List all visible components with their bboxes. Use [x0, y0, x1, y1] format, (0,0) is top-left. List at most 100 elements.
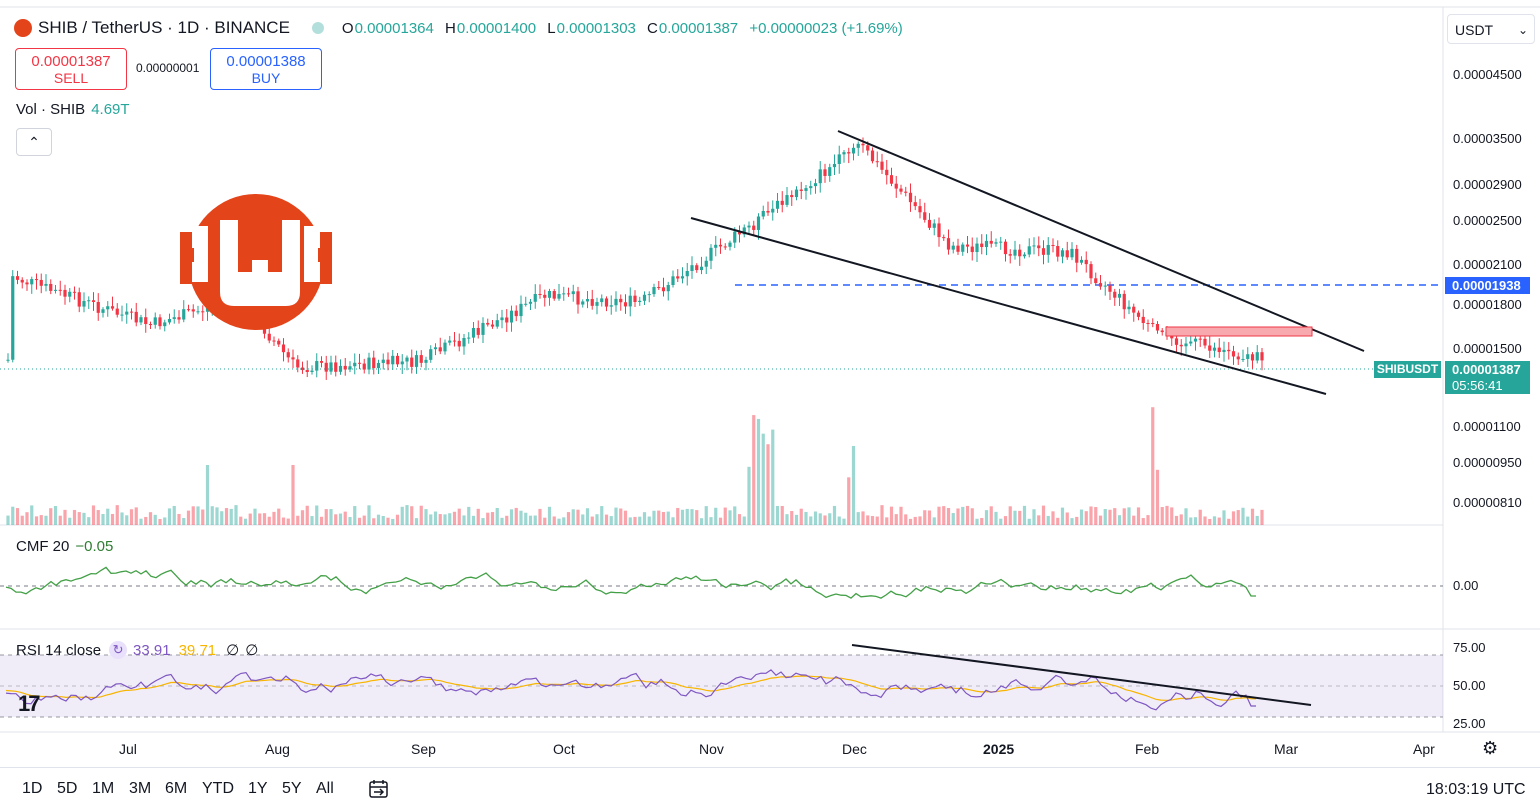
candle-body	[467, 337, 471, 339]
candle-body	[1146, 322, 1150, 324]
volume-bar	[391, 518, 395, 525]
volume-bar	[243, 518, 248, 525]
buy-button[interactable]: 0.00001388 BUY	[210, 48, 322, 90]
candle-body	[780, 200, 784, 205]
range-button-all[interactable]: All	[316, 780, 334, 797]
volume-bar	[927, 510, 932, 525]
volume-bar	[904, 514, 908, 525]
candle-body	[600, 298, 604, 303]
candle-body	[486, 322, 490, 325]
candle-body	[775, 200, 780, 209]
range-button-5y[interactable]: 5Y	[282, 780, 302, 797]
candle-body	[1041, 248, 1046, 255]
candle-body	[144, 317, 148, 325]
candle-body	[167, 318, 172, 323]
candle-body	[338, 365, 343, 372]
volume-bar	[115, 505, 119, 525]
tradingview-logo-icon[interactable]: 17	[18, 691, 41, 716]
volume-bar	[329, 509, 333, 525]
candle-body	[790, 195, 794, 198]
upper-trendline[interactable]	[837, 130, 1365, 352]
candle-body	[642, 294, 647, 301]
candle-body	[547, 291, 552, 298]
volume-bar	[661, 511, 666, 525]
candle-body	[904, 191, 908, 193]
candle-body	[695, 265, 699, 271]
calendar-icon[interactable]	[368, 778, 390, 800]
cmf-legend[interactable]: CMF 20 −0.05	[16, 538, 113, 555]
candle-body	[1013, 249, 1017, 256]
candle-body	[205, 307, 210, 312]
rsi-trendline[interactable]	[851, 644, 1312, 706]
candle-body	[913, 202, 917, 207]
candle-body	[1250, 354, 1255, 361]
volume-bar	[310, 516, 314, 525]
candle-body	[391, 355, 395, 365]
range-button-ytd[interactable]: YTD	[202, 780, 234, 797]
volume-bar	[581, 514, 585, 525]
resistance-box[interactable]	[1165, 326, 1313, 337]
range-button-1m[interactable]: 1M	[92, 780, 115, 797]
volume-bar	[870, 516, 875, 525]
candle-body	[186, 309, 191, 311]
candle-body	[961, 244, 965, 252]
candle-body	[196, 311, 200, 313]
candle-body	[139, 317, 143, 323]
candle-body	[1189, 341, 1193, 344]
volume-bar	[804, 511, 808, 525]
gear-icon[interactable]: ⚙	[1482, 738, 1499, 758]
volume-bar	[82, 512, 86, 525]
candle-body	[68, 291, 72, 297]
candle-body	[1179, 344, 1183, 347]
volume-bar	[923, 510, 927, 525]
volume-bar	[1022, 505, 1027, 525]
volume-bar	[894, 514, 898, 525]
candle-body	[281, 344, 286, 353]
candle-body	[647, 294, 651, 296]
volume-bar	[163, 517, 167, 525]
volume-bar	[106, 508, 110, 525]
buy-price: 0.00001388	[226, 53, 306, 70]
candle-body	[714, 244, 718, 248]
symbol-title[interactable]: SHIB / TetherUS · 1D · BINANCE	[38, 18, 290, 37]
currency-select[interactable]: USDT ⌄	[1447, 14, 1535, 44]
volume-bar	[642, 512, 647, 525]
candle-body	[994, 242, 998, 244]
candle-body	[752, 225, 756, 230]
price-axis-label: 0.00002100	[1453, 257, 1522, 272]
candle-body	[30, 279, 34, 285]
candle-body	[1193, 338, 1198, 342]
volume-bar	[158, 518, 162, 525]
volume-bar	[837, 516, 841, 525]
volume-bar	[623, 510, 628, 525]
volume-bar	[186, 510, 191, 525]
candle-body	[82, 301, 86, 307]
candle-body	[923, 212, 927, 220]
volume-bar	[53, 506, 58, 525]
range-button-1y[interactable]: 1Y	[248, 780, 268, 797]
volume-bar	[467, 506, 471, 525]
candle-body	[861, 143, 865, 146]
candle-body	[604, 298, 609, 307]
range-button-3m[interactable]: 3M	[129, 780, 152, 797]
volume-bar	[547, 506, 552, 525]
volume-bar	[790, 511, 794, 525]
collapse-legend-button[interactable]: ⌃	[16, 128, 52, 156]
volume-legend[interactable]: Vol · SHIB 4.69T	[16, 101, 130, 118]
volume-bar	[324, 509, 328, 525]
refresh-icon[interactable]: ↻	[109, 641, 128, 659]
volume-bar	[148, 512, 153, 525]
price-axis-label: 0.00003500	[1453, 131, 1522, 146]
lower-trendline[interactable]	[690, 217, 1327, 395]
volume-bar	[723, 507, 727, 525]
range-button-6m[interactable]: 6M	[165, 780, 188, 797]
range-button-1d[interactable]: 1D	[22, 780, 43, 797]
utc-clock[interactable]: 18:03:19 UTC	[1426, 781, 1526, 798]
range-button-5d[interactable]: 5D	[57, 780, 78, 797]
volume-bar	[286, 518, 290, 525]
volume-bar	[1056, 517, 1060, 525]
rsi-legend[interactable]: RSI 14 close ↻ 33.91 39.71 ∅ ∅	[16, 641, 258, 659]
candle-body	[771, 208, 775, 213]
sell-button[interactable]: 0.00001387 SELL	[15, 48, 127, 90]
